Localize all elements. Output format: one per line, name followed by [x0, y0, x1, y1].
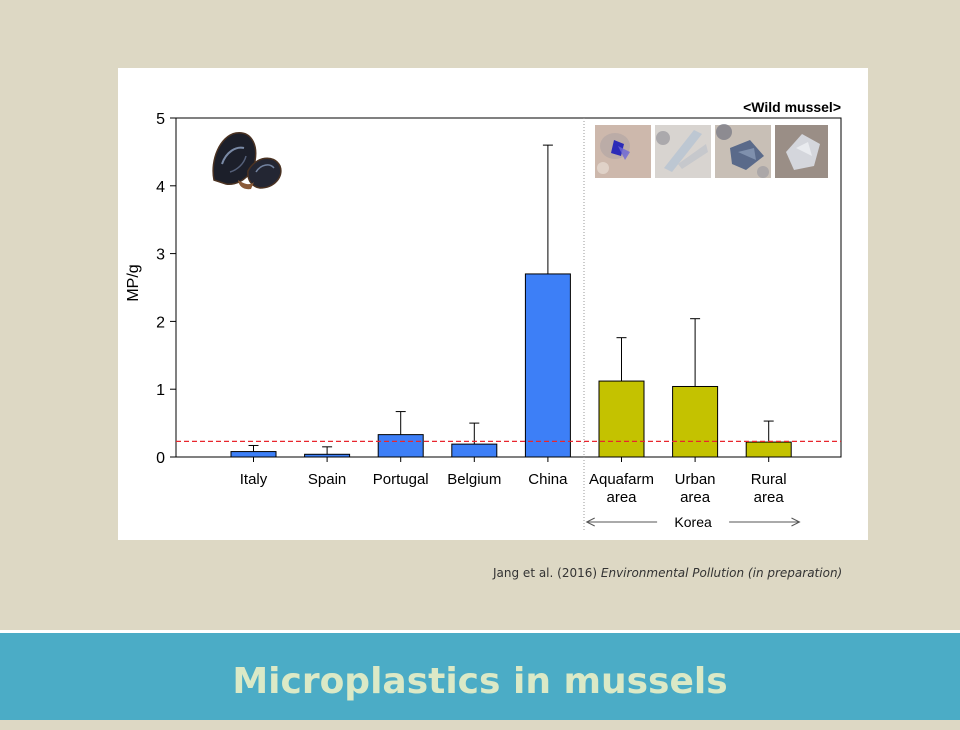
x-tick-label: Rural area: [751, 471, 787, 506]
x-tick-label: Italy: [240, 471, 268, 488]
x-axis: Italy Spain Portugal Belgium China Aquafarm ar…: [240, 457, 787, 506]
plot-frame: [175, 117, 842, 458]
bar: [745, 441, 792, 458]
y-tick-label: 0: [156, 450, 165, 467]
x-tick-label: Aquafarm area: [589, 471, 654, 506]
y-tick-label: 3: [156, 247, 165, 264]
korea-group-indicator: Korea: [585, 514, 801, 530]
chart-title: <Wild mussel>: [743, 99, 841, 115]
bar: [377, 434, 424, 458]
korea-label: Korea: [674, 514, 712, 530]
x-tick-label: Belgium: [447, 471, 501, 488]
citation: Jang et al. (2016) Environmental Polluti…: [493, 566, 842, 580]
y-tick-label: 1: [156, 382, 165, 399]
microplastic-thumbnails: [595, 124, 828, 178]
citation-journal: Environmental Pollution (in preparation): [600, 566, 843, 580]
bars: [230, 144, 792, 458]
x-tick-label: Spain: [308, 471, 346, 488]
y-tick-label: 4: [156, 179, 165, 196]
x-tick-label: Portugal: [373, 471, 429, 488]
citation-authors: Jang et al. (2016): [493, 566, 598, 580]
microplastic-thumbnail: [715, 124, 771, 178]
bar: [230, 451, 277, 458]
bar-chart: <Wild mussel> MP/g: [125, 99, 842, 530]
chart-panel: <Wild mussel> MP/g: [118, 68, 868, 540]
korea-arrowhead-right: [791, 517, 801, 527]
x-tick-label: Urban area: [675, 471, 716, 506]
y-axis: 0 1 2 3 4 5: [156, 111, 176, 467]
y-tick-label: 5: [156, 111, 165, 128]
bar: [524, 273, 571, 458]
bar: [451, 443, 498, 458]
microplastic-thumbnail: [595, 125, 651, 178]
x-tick-label: China: [528, 471, 568, 488]
korea-arrowhead-left: [585, 517, 595, 527]
slide-title: Microplastics in mussels: [232, 661, 728, 702]
bar: [672, 385, 719, 458]
y-axis-label: MP/g: [125, 264, 142, 301]
microplastic-thumbnail: [655, 125, 711, 178]
microplastic-thumbnail: [775, 125, 828, 178]
title-bar: Microplastics in mussels: [0, 630, 960, 720]
bar: [304, 453, 351, 458]
mussel-icon: [212, 132, 282, 190]
bar: [598, 380, 645, 458]
y-tick-label: 2: [156, 314, 165, 331]
